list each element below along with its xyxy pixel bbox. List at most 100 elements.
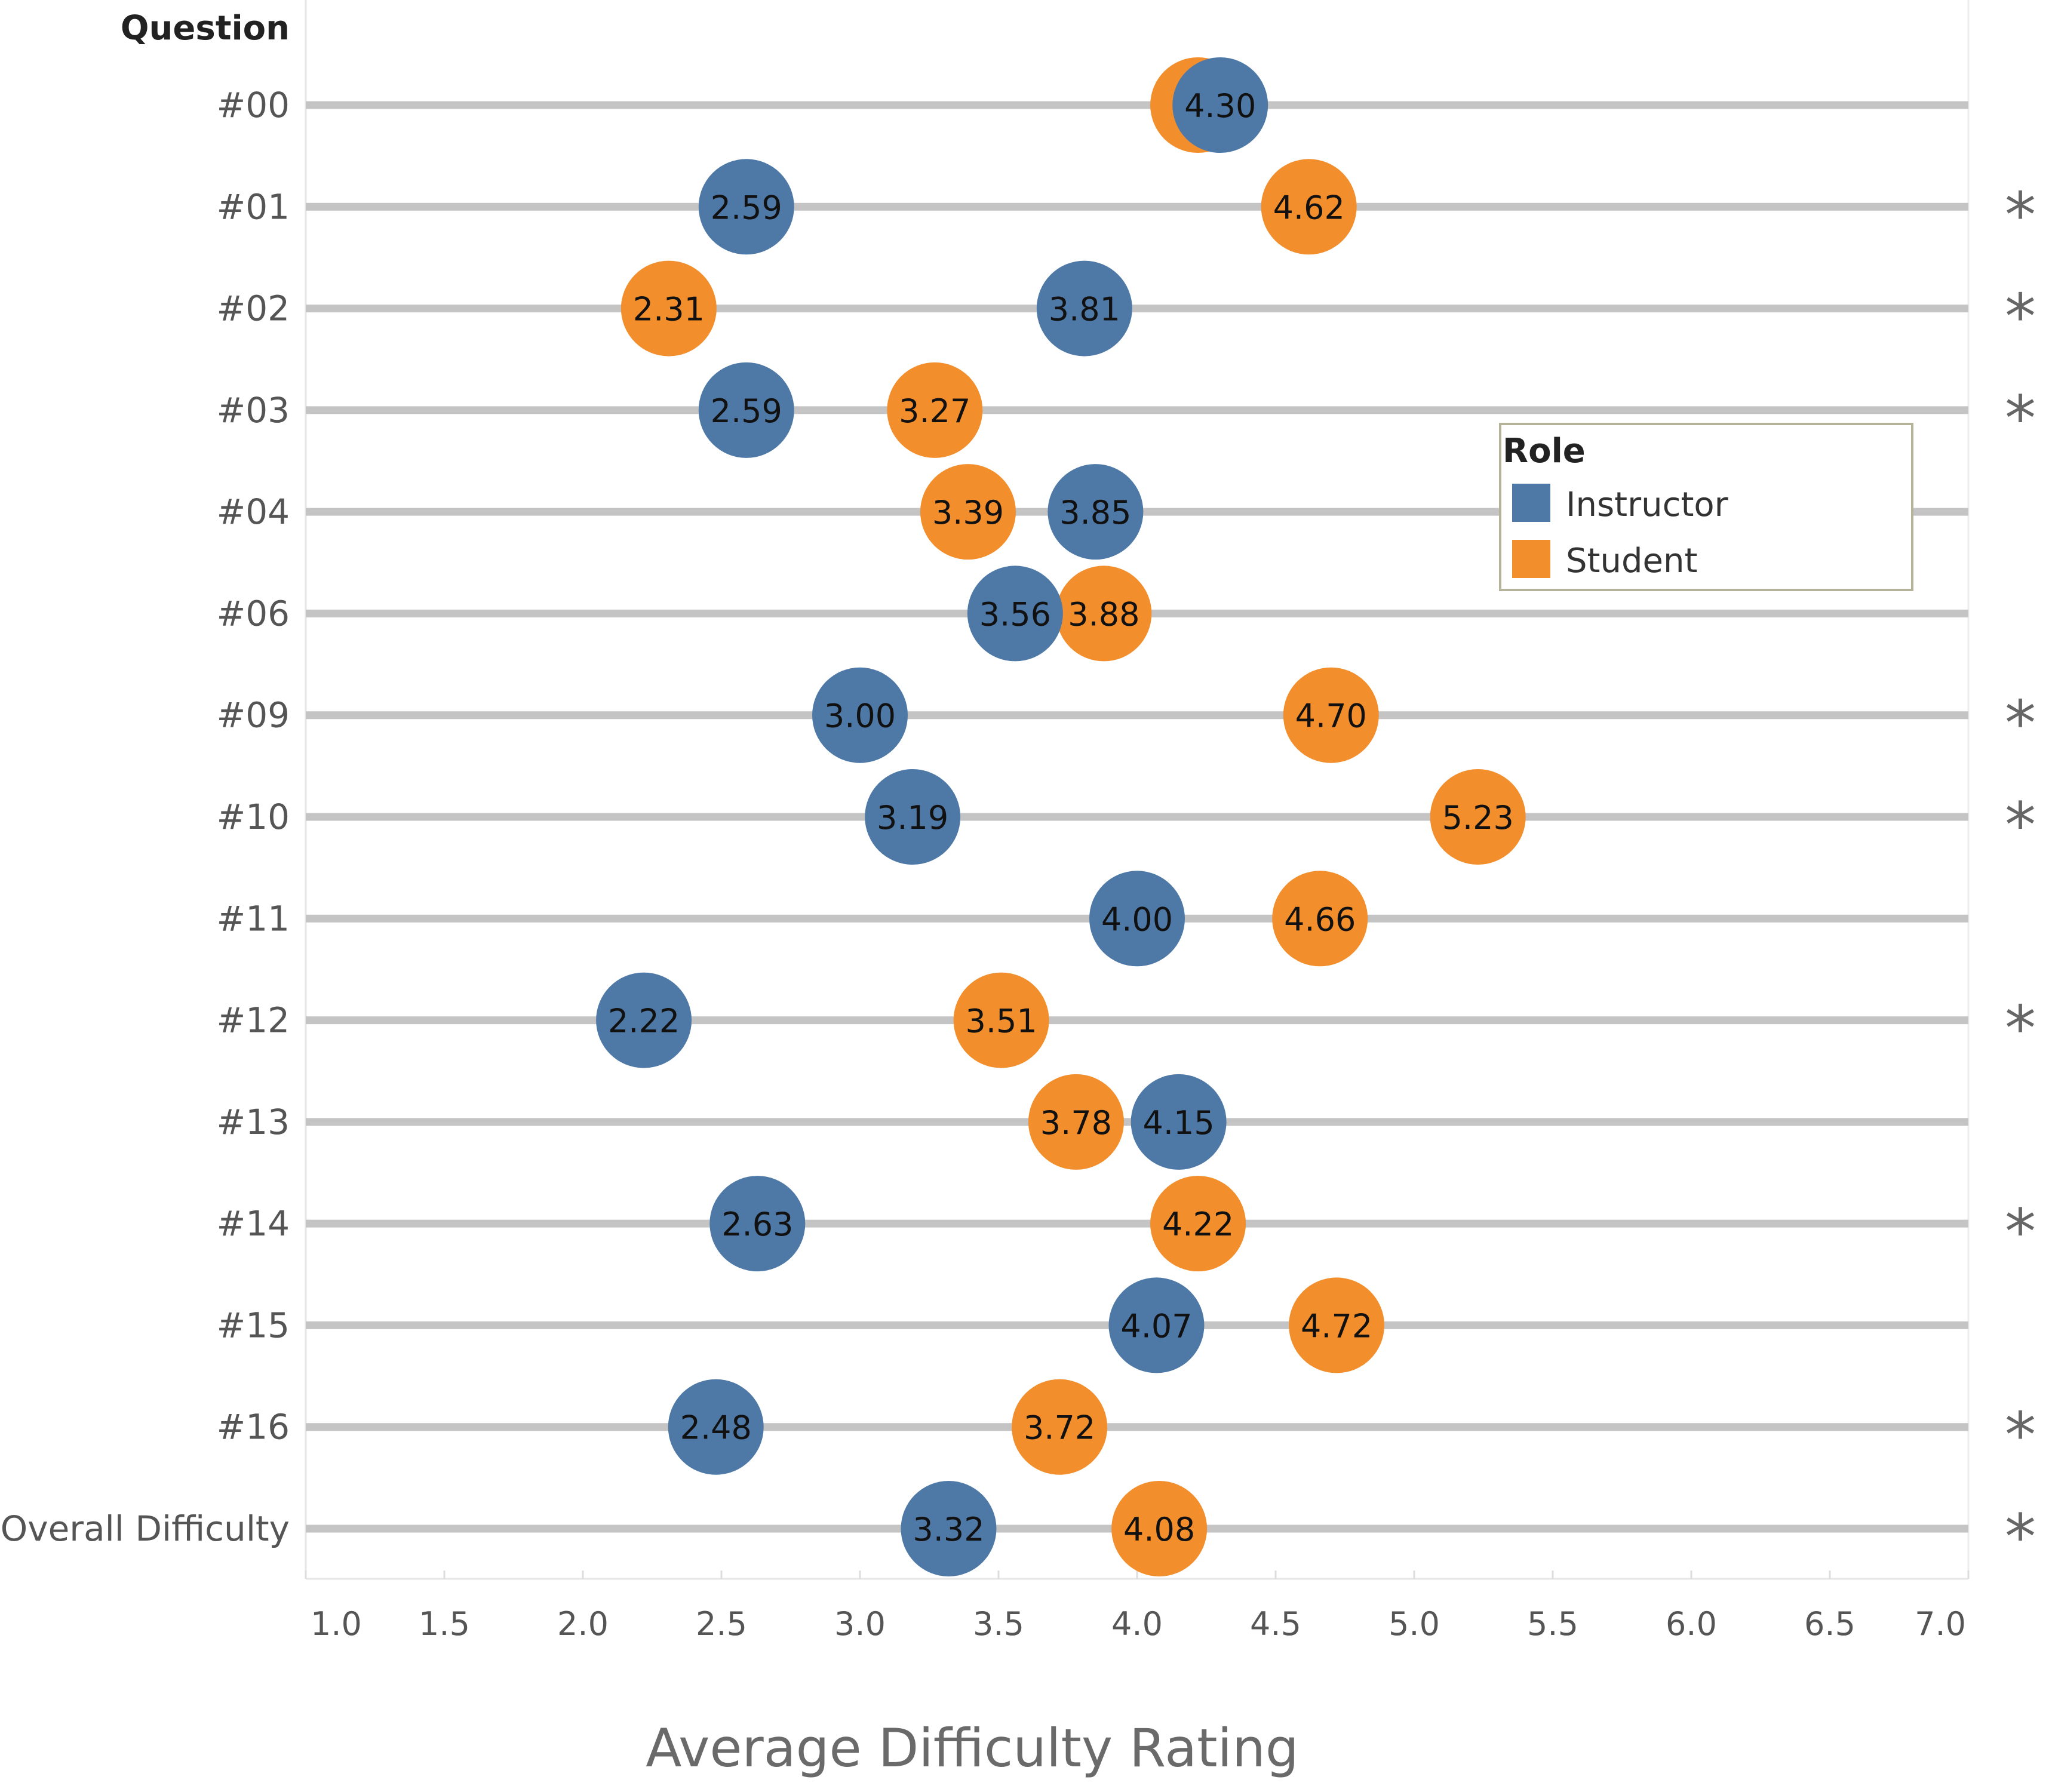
instructor-point [668, 1379, 764, 1475]
instructor-value-label: 3.85 [1059, 494, 1131, 531]
student-point [1150, 1176, 1246, 1272]
significance-asterisk: * [2005, 382, 2036, 455]
x-axis-ticks: 1.0 1.5 2.0 2.5 3.0 3.5 4.0 4.5 5.0 5.5 6.0 6.5 7.0 [305, 1570, 1970, 1643]
instructor-point [596, 972, 692, 1068]
x-tick-label: 4.0 [1111, 1605, 1163, 1643]
student-point [620, 260, 717, 356]
student-point [1430, 769, 1526, 865]
significance-asterisk: * [2005, 1399, 2036, 1472]
row-header: Question [121, 9, 290, 48]
instructor-value-label: 4.00 [1101, 900, 1173, 938]
x-tick-label: 4.5 [1250, 1605, 1301, 1643]
row-label: Overall Difficulty [1, 1508, 290, 1549]
student-value-label: 4.08 [1123, 1511, 1195, 1548]
instructor-point [901, 1481, 997, 1576]
x-axis-title: Average Difficulty Rating [646, 1717, 1299, 1779]
instructor-value-label: 4.15 [1142, 1104, 1214, 1142]
row-label: #11 [217, 898, 290, 939]
student-value-label: 3.72 [1024, 1409, 1095, 1447]
legend-label-student: Student [1566, 542, 1697, 580]
row-label: #03 [217, 390, 290, 431]
legend-swatch-instructor [1512, 484, 1550, 522]
instructor-point [698, 362, 794, 458]
x-tick-label: 3.0 [834, 1605, 886, 1643]
legend-swatch-student [1512, 540, 1550, 578]
instructor-point [1131, 1074, 1227, 1170]
significance-asterisk: * [2005, 1501, 2036, 1573]
instructor-value-label: 3.19 [877, 799, 948, 837]
instructor-value-label: 4.07 [1120, 1307, 1192, 1345]
significance-asterisk: * [2005, 992, 2036, 1065]
x-tick-label: 2.5 [696, 1605, 747, 1643]
data-points: 4.62 2.31 3.27 3.39 3.88 4.70 5.23 4.66 3.51 3.78… [596, 57, 1526, 1576]
student-value-label: 4.66 [1284, 900, 1356, 938]
legend-title: Role [1503, 432, 1586, 471]
x-tick-label: 1.5 [419, 1605, 470, 1643]
student-point [1272, 871, 1368, 967]
row-label: #00 [217, 85, 290, 125]
instructor-value-label: 2.59 [711, 189, 782, 226]
student-point [920, 464, 1016, 560]
student-point [887, 362, 983, 458]
student-value-label: 3.27 [899, 392, 970, 430]
legend: Role Instructor Student [1499, 423, 1913, 591]
instructor-point [967, 565, 1063, 662]
significance-asterisk: * [2005, 281, 2036, 354]
row-label: #13 [217, 1102, 290, 1142]
student-value-label: 2.31 [633, 291, 705, 328]
student-point [1283, 667, 1379, 763]
student-point [1261, 159, 1357, 255]
row-label: #04 [217, 491, 290, 532]
student-value-label: 4.62 [1273, 189, 1345, 226]
row-label: #02 [217, 288, 290, 329]
instructor-point [1108, 1277, 1205, 1373]
instructor-point [812, 667, 908, 763]
x-tick-label: 6.0 [1666, 1605, 1717, 1643]
instructor-point [709, 1176, 806, 1272]
instructor-point [1047, 464, 1144, 560]
student-point [953, 972, 1049, 1068]
student-value-label: 4.22 [1162, 1206, 1234, 1243]
instructor-value-label: 3.32 [913, 1511, 984, 1548]
row-label: #10 [217, 797, 290, 837]
row-label: #12 [217, 1000, 290, 1041]
row-labels: #00 #01 #02 #03 #04 #06 #09 #10 #11 #12 #13 #14 #15 #… [1, 85, 290, 1549]
x-tick-label: 5.0 [1388, 1605, 1440, 1643]
row-label: #16 [217, 1407, 290, 1447]
legend-box [1499, 423, 1913, 591]
row-label: #09 [217, 695, 290, 736]
x-tick-label: 7.0 [1915, 1605, 1966, 1643]
student-value-label: 5.23 [1442, 799, 1514, 837]
student-point [1056, 565, 1152, 662]
instructor-point [1036, 260, 1132, 356]
student-point [1111, 1481, 1208, 1576]
instructor-point [865, 769, 961, 865]
student-value-label: 3.78 [1040, 1104, 1112, 1142]
row-label: #14 [217, 1203, 290, 1244]
instructor-value-label: 3.81 [1049, 291, 1120, 328]
instructor-value-label: 2.59 [711, 392, 782, 430]
instructor-value-label: 3.00 [824, 697, 896, 735]
instructor-value-label: 2.48 [680, 1409, 752, 1447]
x-tick-label: 5.5 [1527, 1605, 1578, 1643]
row-label: #01 [217, 186, 290, 227]
row-label: #15 [217, 1305, 290, 1345]
student-value-label: 3.51 [966, 1003, 1037, 1040]
legend-label-instructor: Instructor [1566, 485, 1729, 524]
row-label: #06 [217, 593, 290, 634]
significance-asterisk: * [2005, 789, 2036, 862]
significance-asterisk: * [2005, 179, 2036, 251]
student-value-label: 4.72 [1301, 1307, 1372, 1345]
x-tick-label: 1.0 [311, 1605, 362, 1643]
significance-markers: * * * * * * * * * [2005, 179, 2036, 1573]
x-tick-label: 3.5 [973, 1605, 1024, 1643]
x-tick-label: 2.0 [557, 1605, 609, 1643]
instructor-value-label: 2.63 [721, 1206, 793, 1243]
instructor-point [1172, 57, 1268, 153]
student-point [1028, 1074, 1124, 1170]
student-point [1289, 1277, 1385, 1373]
student-value-label: 4.70 [1295, 697, 1367, 735]
significance-asterisk: * [2005, 687, 2036, 760]
instructor-value-label: 4.30 [1184, 87, 1256, 125]
